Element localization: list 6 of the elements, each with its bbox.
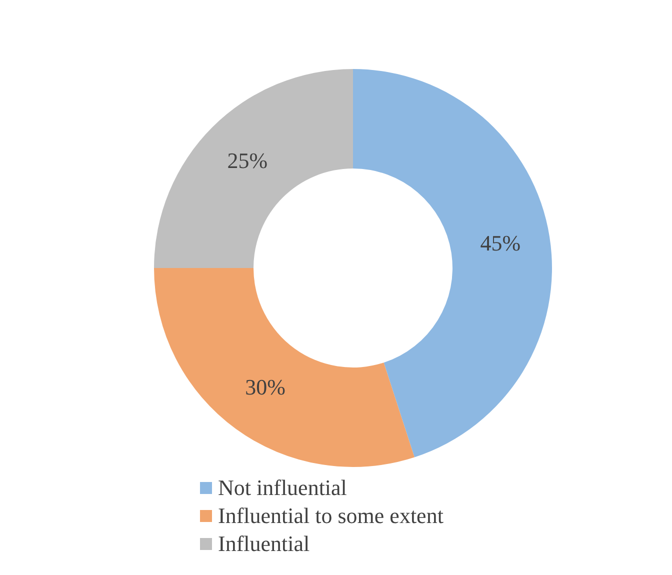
data-label: 25% <box>227 148 268 174</box>
data-label: 45% <box>480 230 521 256</box>
legend-label: Influential <box>218 531 310 557</box>
legend-label: Not influential <box>218 475 347 501</box>
legend-label: Influential to some extent <box>218 503 444 529</box>
data-label: 30% <box>245 374 286 400</box>
